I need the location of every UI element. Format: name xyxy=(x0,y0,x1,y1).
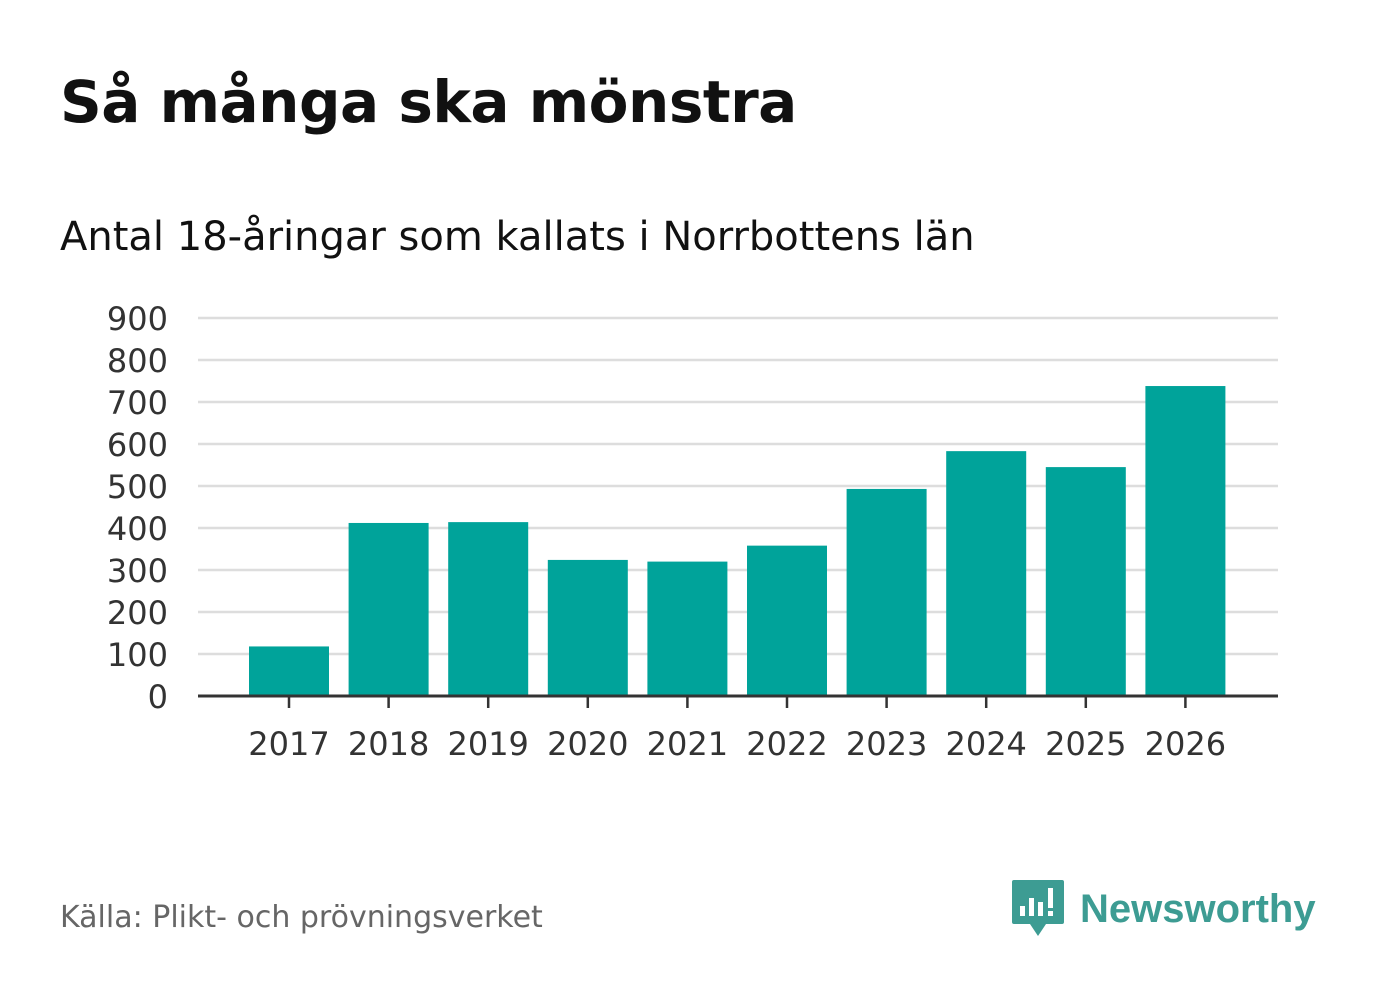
x-tick-label: 2024 xyxy=(945,725,1026,763)
bar-2017 xyxy=(249,646,329,696)
bar-2020 xyxy=(547,559,628,696)
x-tick-label: 2022 xyxy=(746,725,827,763)
bar-2021 xyxy=(647,561,728,696)
x-tick-label: 2023 xyxy=(846,725,927,763)
y-tick-label: 100 xyxy=(107,636,168,674)
y-tick-label: 0 xyxy=(148,678,168,716)
y-tick-label: 200 xyxy=(107,594,168,632)
brand-logo: Newsworthy xyxy=(1010,878,1316,940)
bar-2019 xyxy=(448,522,529,696)
chart-title: Så många ska mönstra xyxy=(60,68,797,136)
y-tick-label: 500 xyxy=(107,468,168,506)
x-tick-label: 2020 xyxy=(547,725,628,763)
bar-2018 xyxy=(348,522,429,696)
bar-2022 xyxy=(747,545,827,696)
y-tick-label: 300 xyxy=(107,552,168,590)
y-tick-label: 800 xyxy=(107,342,168,380)
y-tick-label: 700 xyxy=(107,384,168,422)
y-tick-label: 900 xyxy=(107,300,168,338)
x-tick-label: 2021 xyxy=(647,725,728,763)
y-tick-label: 600 xyxy=(107,426,168,464)
bar-2025 xyxy=(1045,467,1126,696)
bar-2023 xyxy=(846,488,927,696)
x-tick-label: 2026 xyxy=(1145,725,1226,763)
chart-subtitle: Antal 18-åringar som kallats i Norrbotte… xyxy=(60,214,975,260)
x-tick-label: 2025 xyxy=(1045,725,1126,763)
bar-2026 xyxy=(1145,386,1226,696)
brand-name: Newsworthy xyxy=(1080,886,1316,931)
x-tick-label: 2017 xyxy=(248,725,329,763)
bar-2024 xyxy=(946,451,1027,696)
y-tick-label: 400 xyxy=(107,510,168,548)
x-tick-label: 2018 xyxy=(348,725,429,763)
source-note: Källa: Plikt- och prövningsverket xyxy=(60,900,543,935)
x-tick-label: 2019 xyxy=(447,725,528,763)
newsworthy-logo-icon xyxy=(1012,880,1064,936)
